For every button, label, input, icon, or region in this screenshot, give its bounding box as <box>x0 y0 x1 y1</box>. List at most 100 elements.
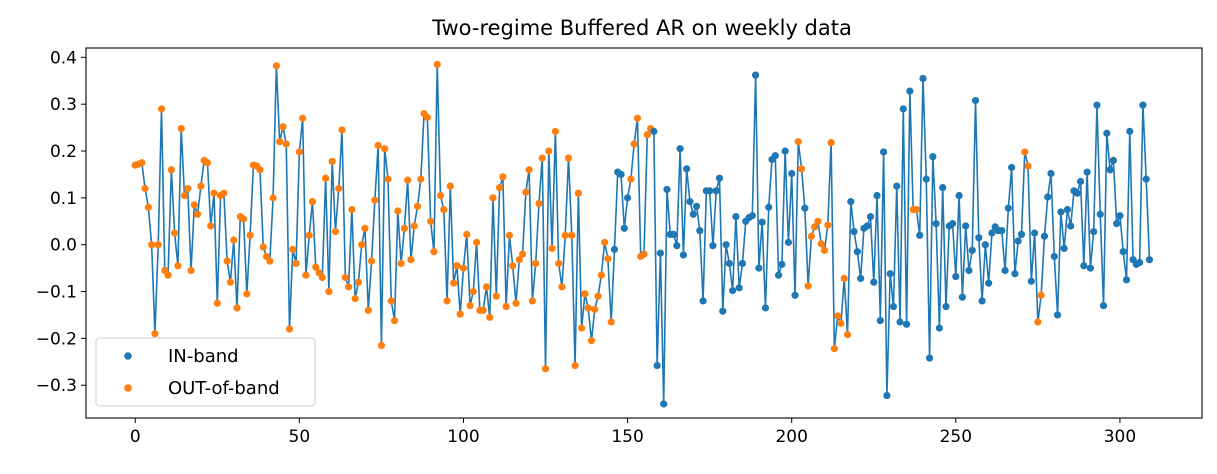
data-point-out-of-band <box>436 191 445 200</box>
x-tick-label: 0 <box>130 427 141 447</box>
data-point-out-of-band <box>328 157 336 165</box>
data-point-out-of-band <box>463 230 471 239</box>
data-point-in-band <box>1047 169 1055 178</box>
data-point-out-of-band <box>446 182 454 190</box>
data-point-out-of-band <box>453 262 461 270</box>
x-tick-label: 50 <box>289 427 311 447</box>
data-point-out-of-band <box>817 240 825 248</box>
y-tick-label: 0.0 <box>50 236 77 256</box>
data-point-out-of-band <box>459 264 468 272</box>
data-point-out-of-band <box>282 140 290 148</box>
data-point-out-of-band <box>486 313 494 321</box>
data-point-out-of-band <box>797 165 806 173</box>
data-point-in-band <box>988 229 996 237</box>
data-point-in-band <box>1109 156 1117 165</box>
data-point-out-of-band <box>574 189 582 197</box>
data-point-out-of-band <box>151 330 159 338</box>
data-point-out-of-band <box>427 217 435 225</box>
data-point-in-band <box>663 185 671 194</box>
data-point-in-band <box>788 169 796 178</box>
data-point-out-of-band <box>203 159 212 167</box>
data-point-out-of-band <box>558 283 566 291</box>
data-point-in-band <box>781 147 789 155</box>
data-point-out-of-band <box>305 231 313 239</box>
data-point-in-band <box>850 227 858 236</box>
data-point-out-of-band <box>243 290 251 298</box>
data-point-out-of-band <box>266 257 274 265</box>
data-point-out-of-band <box>223 257 231 265</box>
axes-frame <box>85 47 1203 419</box>
data-point-in-band <box>669 230 678 239</box>
data-point-in-band <box>1106 166 1114 174</box>
data-point-in-band <box>732 213 740 221</box>
data-point-out-of-band <box>499 173 507 181</box>
data-point-in-band <box>998 227 1006 235</box>
data-point-out-of-band <box>180 191 189 200</box>
data-point-in-band <box>948 220 957 228</box>
data-point-in-band <box>784 238 793 246</box>
data-point-out-of-band <box>545 147 553 155</box>
data-point-in-band <box>679 251 687 259</box>
data-point-out-of-band <box>433 60 441 68</box>
data-point-out-of-band <box>502 302 510 311</box>
data-point-out-of-band <box>597 271 605 279</box>
data-point-out-of-band <box>148 241 156 249</box>
data-point-out-of-band <box>820 246 829 254</box>
data-point-in-band <box>1040 232 1049 240</box>
x-tick-label: 150 <box>611 427 643 447</box>
data-point-in-band <box>752 71 760 79</box>
data-point-in-band <box>935 324 944 332</box>
data-point-out-of-band <box>538 154 546 162</box>
data-point-out-of-band <box>578 324 586 332</box>
legend: IN-band OUT-of-band <box>95 337 316 407</box>
data-point-out-of-band <box>571 361 579 370</box>
data-point-out-of-band <box>348 205 356 214</box>
data-point-out-of-band <box>174 262 182 270</box>
legend-box <box>95 337 316 407</box>
data-point-out-of-band <box>643 131 651 139</box>
data-point-out-of-band <box>1024 162 1032 170</box>
data-point-in-band <box>1096 210 1104 218</box>
data-point-out-of-band <box>308 198 317 206</box>
data-point-in-band <box>902 320 911 328</box>
data-point-out-of-band <box>226 278 235 286</box>
data-point-out-of-band <box>568 231 576 239</box>
data-point-out-of-band <box>144 203 152 211</box>
data-point-in-band <box>893 182 901 190</box>
data-point-in-band <box>1027 277 1035 285</box>
data-point-out-of-band <box>473 238 481 246</box>
data-point-out-of-band <box>272 62 280 70</box>
data-point-out-of-band <box>535 199 543 208</box>
data-point-out-of-band <box>381 145 389 153</box>
data-point-out-of-band <box>276 138 284 146</box>
data-point-out-of-band <box>141 184 149 193</box>
data-point-out-of-band <box>207 222 215 230</box>
data-point-in-band <box>857 274 865 283</box>
data-point-in-band <box>683 165 691 173</box>
data-point-out-of-band <box>505 231 514 239</box>
data-point-in-band <box>1067 222 1075 230</box>
data-point-in-band <box>1139 101 1147 109</box>
data-point-in-band <box>1145 256 1154 264</box>
data-point-in-band <box>873 191 881 200</box>
data-point-in-band <box>939 183 947 192</box>
data-point-in-band <box>1011 270 1019 278</box>
data-point-out-of-band <box>312 263 320 271</box>
data-point-in-band <box>1136 258 1144 267</box>
data-point-in-band <box>1122 276 1131 284</box>
data-point-out-of-band <box>390 316 399 325</box>
data-point-in-band <box>660 400 668 408</box>
data-point-in-band <box>883 391 891 400</box>
data-point-out-of-band <box>581 290 589 298</box>
data-point-out-of-band <box>157 105 166 113</box>
data-point-out-of-band <box>167 166 175 174</box>
data-point-in-band <box>709 242 717 250</box>
data-point-in-band <box>1031 229 1039 237</box>
data-point-in-band <box>755 264 763 272</box>
data-point-in-band <box>735 284 743 292</box>
data-point-in-band <box>748 212 756 220</box>
data-point-out-of-band <box>417 175 425 183</box>
data-point-in-band <box>975 234 983 242</box>
legend-label-out-of-band: OUT-of-band <box>168 378 280 399</box>
data-point-out-of-band <box>187 266 195 275</box>
